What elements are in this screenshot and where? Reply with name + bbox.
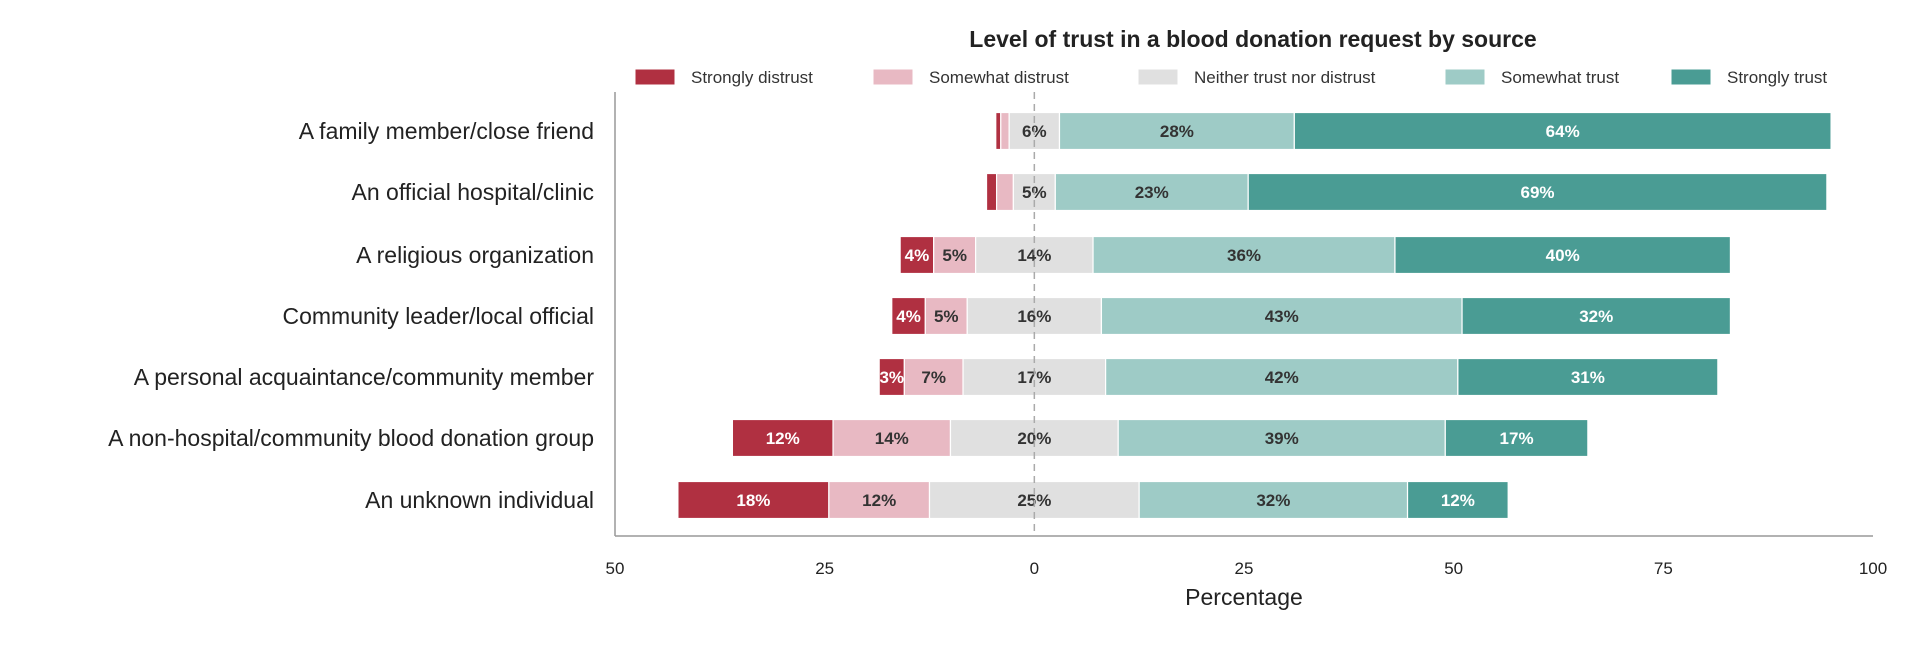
chart-title: Level of trust in a blood donation reque… bbox=[969, 26, 1536, 52]
data-label: 39% bbox=[1265, 429, 1299, 448]
legend-label: Strongly trust bbox=[1727, 68, 1827, 87]
bar-segment-somewhat-trust bbox=[1054, 172, 1249, 212]
bar-segment-strongly-distrust bbox=[985, 172, 998, 212]
bar-row-community-leader-local-official: 4% 5% 16% 43% 32% bbox=[891, 296, 1732, 336]
y-tick-label: A religious organization bbox=[356, 242, 594, 268]
y-tick-label: A personal acquaintance/community member bbox=[134, 364, 595, 390]
legend-swatch bbox=[1445, 69, 1485, 85]
data-label: 12% bbox=[862, 491, 896, 510]
data-label: 64% bbox=[1546, 122, 1580, 141]
bar-segment-neither-trust-nor-distrust bbox=[962, 357, 1107, 397]
x-tick-label: 75 bbox=[1654, 559, 1673, 578]
legend-swatch bbox=[1138, 69, 1178, 85]
bar-segment-strongly-trust bbox=[1457, 357, 1719, 397]
data-label: 17% bbox=[1017, 368, 1051, 387]
data-label: 12% bbox=[766, 429, 800, 448]
bar-segment-strongly-trust bbox=[1461, 296, 1732, 336]
y-tick-label: A family member/close friend bbox=[299, 118, 594, 144]
legend-swatch bbox=[873, 69, 913, 85]
bar-segment-strongly-trust bbox=[1406, 480, 1509, 520]
data-label: 31% bbox=[1571, 368, 1605, 387]
x-tick-label: 50 bbox=[606, 559, 625, 578]
legend-item-somewhat-distrust: Somewhat distrust bbox=[873, 68, 1069, 87]
bar-segment-somewhat-distrust bbox=[903, 357, 964, 397]
legend-item-neither-trust-nor-distrust: Neither trust nor distrust bbox=[1138, 68, 1376, 87]
x-tick-label: 0 bbox=[1030, 559, 1039, 578]
data-label: 28% bbox=[1160, 122, 1194, 141]
bar-segment-strongly-trust bbox=[1394, 235, 1732, 275]
bar-row-a-religious-organization: 4% 5% 14% 36% 40% bbox=[899, 235, 1732, 275]
bar-row-a-family-member-close-friend: 6% 28% 64% bbox=[995, 111, 1832, 151]
y-tick-label: Community leader/local official bbox=[283, 303, 595, 329]
data-label: 69% bbox=[1521, 183, 1555, 202]
bar-segment-somewhat-distrust bbox=[828, 480, 931, 520]
bar-row-an-unknown-individual: 18% 12% 25% 32% 12% bbox=[677, 480, 1509, 520]
data-label: 32% bbox=[1579, 307, 1613, 326]
data-label: 5% bbox=[934, 307, 959, 326]
legend-swatch bbox=[635, 69, 675, 85]
bars: 6% 28% 64%5% 23% 69%4% 5% 14% 36% 40%4% 5% 16% 43% 3… bbox=[677, 92, 1832, 536]
data-label: 23% bbox=[1135, 183, 1169, 202]
bar-row-a-non-hospital-community-blood-donation-group: 12% 14% 20% 39% 17% bbox=[731, 418, 1589, 458]
legend-label: Somewhat distrust bbox=[929, 68, 1069, 87]
x-axis: 50 25 0 25 50 75 100 bbox=[606, 92, 1887, 578]
x-axis-label: Percentage bbox=[1185, 584, 1303, 610]
y-tick-label: An unknown individual bbox=[365, 487, 594, 513]
bar-row-an-official-hospital-clinic: 5% 23% 69% bbox=[985, 172, 1828, 212]
data-label: 32% bbox=[1256, 491, 1290, 510]
data-label: 16% bbox=[1017, 307, 1051, 326]
data-label: 17% bbox=[1500, 429, 1534, 448]
x-tick-label: 25 bbox=[1235, 559, 1254, 578]
data-label: 4% bbox=[896, 307, 921, 326]
data-label: 43% bbox=[1265, 307, 1299, 326]
x-tick-label: 25 bbox=[815, 559, 834, 578]
bar-segment-strongly-distrust bbox=[995, 111, 1002, 151]
data-label: 4% bbox=[905, 246, 930, 265]
bar-segment-somewhat-distrust bbox=[832, 418, 952, 458]
bar-segment-strongly-trust bbox=[1247, 172, 1828, 212]
bar-segment-somewhat-trust bbox=[1058, 111, 1295, 151]
legend-label: Neither trust nor distrust bbox=[1194, 68, 1376, 87]
legend-swatch bbox=[1671, 69, 1711, 85]
x-tick-label: 100 bbox=[1859, 559, 1887, 578]
data-label: 18% bbox=[736, 491, 770, 510]
data-label: 36% bbox=[1227, 246, 1261, 265]
data-label: 14% bbox=[1017, 246, 1051, 265]
y-axis-labels: A family member/close friend An official … bbox=[108, 118, 594, 513]
data-label: 42% bbox=[1265, 368, 1299, 387]
data-label: 7% bbox=[921, 368, 946, 387]
y-tick-label: A non-hospital/community blood donation … bbox=[108, 425, 594, 451]
y-tick-label: An official hospital/clinic bbox=[352, 179, 594, 205]
legend-item-strongly-distrust: Strongly distrust bbox=[635, 68, 813, 87]
bar-segment-strongly-distrust bbox=[899, 235, 935, 275]
data-label: 12% bbox=[1441, 491, 1475, 510]
bar-segment-strongly-trust bbox=[1293, 111, 1832, 151]
bar-segment-strongly-trust bbox=[1444, 418, 1589, 458]
bar-row-a-personal-acquaintance-community-member: 3% 7% 17% 42% 31% bbox=[878, 357, 1719, 397]
legend-label: Strongly distrust bbox=[691, 68, 813, 87]
legend-item-somewhat-trust: Somewhat trust bbox=[1445, 68, 1619, 87]
bar-segment-somewhat-distrust bbox=[1000, 111, 1010, 151]
bar-segment-somewhat-distrust bbox=[995, 172, 1014, 212]
legend-label: Somewhat trust bbox=[1501, 68, 1619, 87]
x-tick-label: 50 bbox=[1444, 559, 1463, 578]
bar-segment-somewhat-trust bbox=[1105, 357, 1459, 397]
data-label: 20% bbox=[1017, 429, 1051, 448]
data-label: 14% bbox=[875, 429, 909, 448]
bar-segment-somewhat-distrust bbox=[924, 296, 968, 336]
data-label: 40% bbox=[1546, 246, 1580, 265]
data-label: 5% bbox=[942, 246, 967, 265]
bar-segment-somewhat-distrust bbox=[933, 235, 977, 275]
legend-item-strongly-trust: Strongly trust bbox=[1671, 68, 1827, 87]
bar-segment-strongly-distrust bbox=[677, 480, 830, 520]
bar-segment-strongly-distrust bbox=[878, 357, 905, 397]
bar-segment-neither-trust-nor-distrust bbox=[949, 418, 1119, 458]
bar-segment-somewhat-trust bbox=[1117, 418, 1446, 458]
bar-segment-somewhat-trust bbox=[1100, 296, 1463, 336]
data-label: 3% bbox=[879, 368, 904, 387]
legend: Strongly distrust Somewhat distrust Neithe… bbox=[635, 68, 1827, 87]
